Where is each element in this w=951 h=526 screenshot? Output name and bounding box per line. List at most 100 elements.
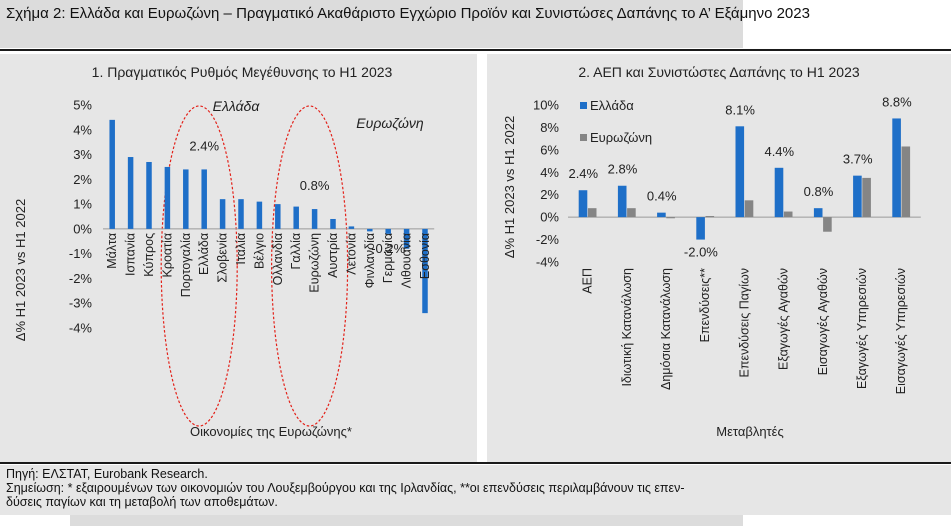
chart2-data-label: 3.7% bbox=[843, 152, 873, 167]
chart1-ytick: -4% bbox=[69, 321, 93, 336]
chart1-bar bbox=[164, 166, 171, 229]
highlight-ellipse bbox=[160, 105, 238, 427]
chart1-category-label: Λετονία bbox=[344, 233, 358, 275]
chart1-category-label: Κροατία bbox=[160, 233, 174, 278]
chart1-bar bbox=[109, 119, 115, 229]
chart2-ytick: 10% bbox=[533, 98, 559, 113]
chart1-ytick: 1% bbox=[73, 197, 92, 212]
chart2-bar-eurozone bbox=[744, 200, 754, 218]
chart1-bar bbox=[311, 209, 318, 229]
chart1-bar bbox=[219, 199, 226, 229]
figure-title: Σχήμα 2: Ελλάδα και Ευρωζώνη – Πραγματικ… bbox=[6, 5, 810, 22]
chart1-bar bbox=[201, 169, 207, 229]
chart1-bar bbox=[183, 169, 189, 229]
footer-band bbox=[0, 465, 951, 517]
chart2-ytick: 6% bbox=[540, 142, 559, 157]
chart2-bar-greece bbox=[578, 190, 588, 218]
chart1-ytick: -1% bbox=[69, 246, 93, 261]
chart2-category-label: Ιδιωτική Κατανάλωση bbox=[620, 268, 634, 387]
chart2-data-label: 0.8% bbox=[804, 184, 834, 199]
chart1-category-label: Γαλλία bbox=[289, 233, 303, 270]
chart1-category-label: Πορτογαλία bbox=[179, 233, 193, 297]
chart2-category-label: Επενδύσεις** bbox=[698, 268, 712, 343]
top-rule bbox=[0, 49, 951, 51]
chart1-ytick: -3% bbox=[69, 296, 93, 311]
chart1-category-label: Ευρωζώνη bbox=[308, 233, 322, 293]
chart1-data-label: 2.4% bbox=[189, 138, 219, 153]
chart1-category-label: Εσθονία bbox=[418, 233, 432, 279]
chart2-bar-greece bbox=[853, 175, 862, 218]
chart2-ytick: -4% bbox=[536, 255, 560, 270]
chart1-category-label: Ελλάδα bbox=[197, 233, 211, 275]
chart1-bar bbox=[367, 228, 373, 232]
chart2-category-label: Εξαγωγές Υπηρεσιών bbox=[855, 268, 869, 389]
components-chart: 2. ΑΕΠ και Συνιστώστες Δαπάνης το Η1 202… bbox=[502, 64, 921, 439]
chart2-ytick: 8% bbox=[540, 120, 559, 135]
chart2-bar-greece bbox=[617, 185, 627, 218]
chart2-ytick: -2% bbox=[536, 232, 560, 247]
chart2-data-label: 8.1% bbox=[725, 102, 755, 117]
source-note: Πηγή: ΕΛΣΤΑΤ, Eurobank Research. bbox=[6, 467, 208, 481]
chart1-category-label: Μάλτα bbox=[105, 233, 119, 269]
chart2-ytick: 2% bbox=[540, 187, 559, 202]
chart2-legend: Ελλάδα Ευρωζώνη bbox=[580, 98, 652, 145]
chart1-ytick: -2% bbox=[69, 271, 93, 286]
chart2-title: 2. ΑΕΠ και Συνιστώστες Δαπάνης το Η1 202… bbox=[578, 64, 860, 80]
chart2-bar-eurozone bbox=[705, 216, 715, 218]
chart1-category-label: Σλοβενία bbox=[216, 233, 230, 283]
growth-chart: 1. Πραγματικός Ρυθμός Μεγέθυνσης το Η1 2… bbox=[13, 64, 435, 439]
chart1-category-label: Φινλανδία bbox=[363, 233, 377, 289]
chart2-category-label: Δημόσια Κατανάλωση bbox=[659, 268, 673, 390]
chart2-bar-greece bbox=[892, 118, 901, 218]
chart2-category-label: Εισαγωγές Υπηρεσιών bbox=[894, 268, 908, 394]
legend-swatch-eurozone bbox=[580, 134, 587, 141]
chart1-ytick: 3% bbox=[73, 147, 92, 162]
chart1-bar bbox=[275, 204, 281, 229]
highlight-ellipse bbox=[271, 105, 349, 427]
chart1-bar bbox=[127, 157, 134, 229]
chart1-category-label: Ισπανία bbox=[124, 233, 138, 276]
chart1-bar bbox=[146, 161, 152, 229]
chart1-bar bbox=[422, 228, 428, 314]
chart2-bar-eurozone bbox=[627, 208, 636, 218]
chart2-data-label: 0.4% bbox=[647, 189, 677, 204]
chart-panel-right: 2. ΑΕΠ και Συνιστώστες Δαπάνης το Η1 202… bbox=[487, 54, 951, 462]
chart2-data-label: 2.4% bbox=[568, 166, 598, 181]
legend-label-eurozone: Ευρωζώνη bbox=[590, 130, 652, 145]
chart2-category-label: ΑΕΠ bbox=[581, 268, 595, 294]
note-line-2: δύσεις παγίων και τη μεταβολή των αποθεμ… bbox=[6, 495, 278, 509]
footer-rule bbox=[0, 462, 951, 464]
legend-swatch-greece bbox=[580, 102, 587, 109]
chart2-category-label: Επενδύσεις Παγίων bbox=[737, 268, 751, 377]
chart1-category-label: Βέλγιο bbox=[252, 233, 266, 269]
chart2-bar-eurozone bbox=[666, 217, 675, 219]
chart2-data-label: 8.8% bbox=[882, 94, 912, 109]
chart1-ytick: 4% bbox=[73, 122, 92, 137]
chart2-ylabel: Δ% Η1 2023 vs Η1 2022 bbox=[502, 116, 517, 258]
chart1-xlabel: Οικονομίες της Ευρωζώνης* bbox=[190, 424, 352, 439]
chart-panel-left: 1. Πραγματικός Ρυθμός Μεγέθυνσης το Η1 2… bbox=[0, 54, 477, 462]
title-band bbox=[0, 0, 743, 48]
chart1-category-label: Αυστρία bbox=[326, 233, 340, 278]
chart2-bar-greece bbox=[813, 208, 823, 218]
chart1-bar bbox=[293, 206, 299, 229]
chart2-bar-greece bbox=[774, 167, 784, 218]
chart2-bar-greece bbox=[696, 217, 705, 240]
chart2-bar-greece bbox=[735, 126, 745, 218]
chart1-bar bbox=[348, 226, 355, 229]
chart2-xlabel: Μεταβλητές bbox=[716, 424, 784, 439]
chart2-data-label: 2.8% bbox=[608, 162, 638, 177]
chart1-category-label: Ιταλία bbox=[234, 233, 248, 265]
chart1-bar bbox=[403, 228, 410, 249]
chart2-category-label: Εξαγωγές Αγαθών bbox=[777, 268, 791, 370]
chart1-bar bbox=[238, 199, 244, 229]
chart1-ytick: 2% bbox=[73, 172, 92, 187]
chart2-category-label: Εισαγωγές Αγαθών bbox=[816, 268, 830, 375]
chart2-bar-eurozone bbox=[823, 217, 832, 232]
footer: Πηγή: ΕΛΣΤΑΤ, Eurobank Research. Σημείωσ… bbox=[6, 467, 941, 509]
chart1-category-label: Λιθουανία bbox=[400, 233, 414, 288]
chart2-bar-eurozone bbox=[587, 208, 597, 218]
chart2-bar-eurozone bbox=[901, 146, 911, 218]
chart2-data-label: -2.0% bbox=[684, 245, 718, 260]
footer-stripe bbox=[0, 515, 951, 526]
